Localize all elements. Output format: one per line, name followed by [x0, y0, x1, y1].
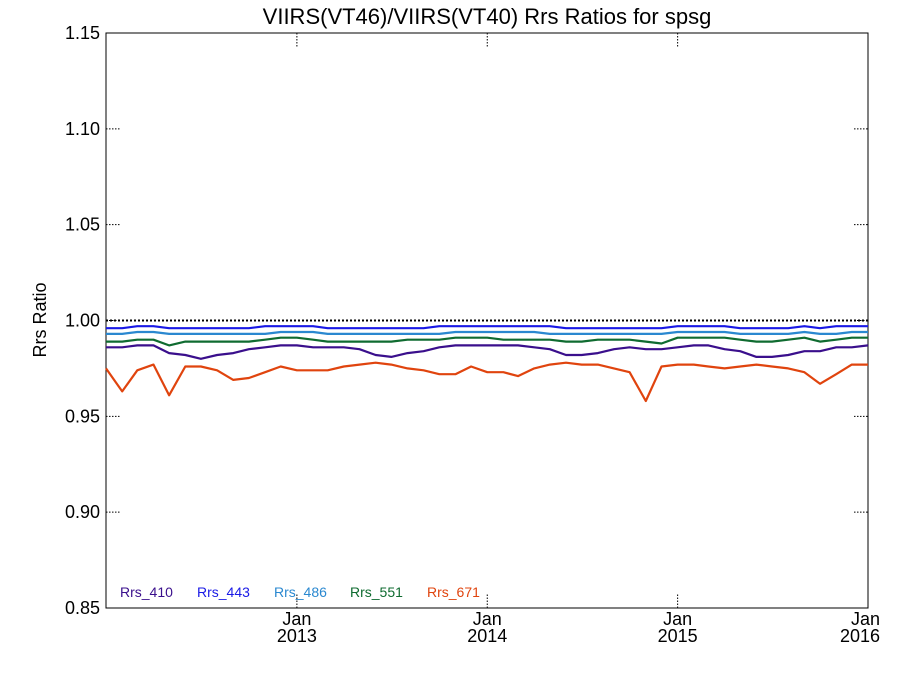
x-tick-label-month: Jan [851, 609, 880, 629]
chart-title: VIIRS(VT46)/VIIRS(VT40) Rrs Ratios for s… [263, 4, 712, 29]
y-tick-label: 0.95 [65, 406, 100, 426]
y-tick-label: 1.00 [65, 311, 100, 331]
series-line-rrs-671 [105, 361, 868, 403]
y-tick-label: 1.05 [65, 215, 100, 235]
y-axis-label: Rrs Ratio [30, 282, 50, 357]
legend-entry-rrs-443: Rrs_443 [197, 584, 250, 600]
x-tick-label-year: 2015 [658, 626, 698, 646]
legend-entry-rrs-410: Rrs_410 [120, 584, 173, 600]
y-tick-label: 1.15 [65, 23, 100, 43]
x-tick-label-month: Jan [282, 609, 311, 629]
series-line-rrs-443 [106, 325, 868, 330]
x-tick-label-month: Jan [473, 609, 502, 629]
y-tick-label: 0.85 [65, 598, 100, 618]
series-line-rrs-486 [106, 330, 868, 335]
x-tick-label-year: 2016 [840, 626, 880, 646]
legend-entry-rrs-671: Rrs_671 [427, 584, 480, 600]
series-line-rrs-551 [106, 336, 868, 347]
y-tick-label: 1.10 [65, 119, 100, 139]
x-tick-label-year: 2014 [467, 626, 507, 646]
y-tick-label: 0.90 [65, 502, 100, 522]
legend-entry-rrs-551: Rrs_551 [350, 584, 403, 600]
x-tick-label-year: 2013 [277, 626, 317, 646]
x-tick-label-month: Jan [663, 609, 692, 629]
series-line-rrs-410 [106, 344, 869, 360]
plot-area: 0.850.900.951.001.051.101.15Jan2013Jan20… [65, 23, 880, 646]
legend-entry-rrs-486: Rrs_486 [274, 584, 327, 600]
